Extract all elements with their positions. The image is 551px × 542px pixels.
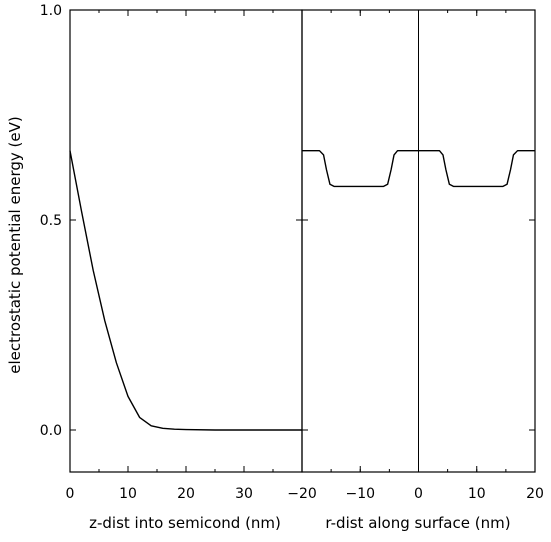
- x-tick-label: 0: [414, 486, 423, 502]
- y-tick-label: 0.5: [40, 213, 62, 229]
- y-tick-label: 1.0: [40, 3, 62, 19]
- plot-frames: [69, 9, 536, 473]
- y-tick-label: 0.0: [40, 423, 62, 439]
- series-line-r-panel: [302, 150, 535, 188]
- x-tick-label: −10: [345, 486, 375, 502]
- x-tick-label: 10: [119, 486, 137, 502]
- x-tick-label: 30: [235, 486, 253, 502]
- x-tick-label: 10: [468, 486, 486, 502]
- x-tick-label: 20: [526, 486, 544, 502]
- data-curves: [69, 150, 535, 431]
- x-axis-label-z: z-dist into semicond (nm): [89, 514, 281, 532]
- axis-ticks: [69, 9, 536, 472]
- series-line-z-panel: [69, 150, 302, 431]
- x-tick-label: 20: [177, 486, 195, 502]
- y-axis-label: electrostatic potential energy (eV): [6, 116, 24, 373]
- x-axis-label-r: r-dist along surface (nm): [325, 514, 510, 532]
- plot-frame-z-panel: [69, 9, 303, 473]
- tick-labels: 0 10 20 30 −20 −10 0 10 20 0.0 0.5 1.0: [40, 3, 544, 502]
- x-tick-label: 0: [66, 486, 75, 502]
- x-tick-label: −20: [287, 486, 317, 502]
